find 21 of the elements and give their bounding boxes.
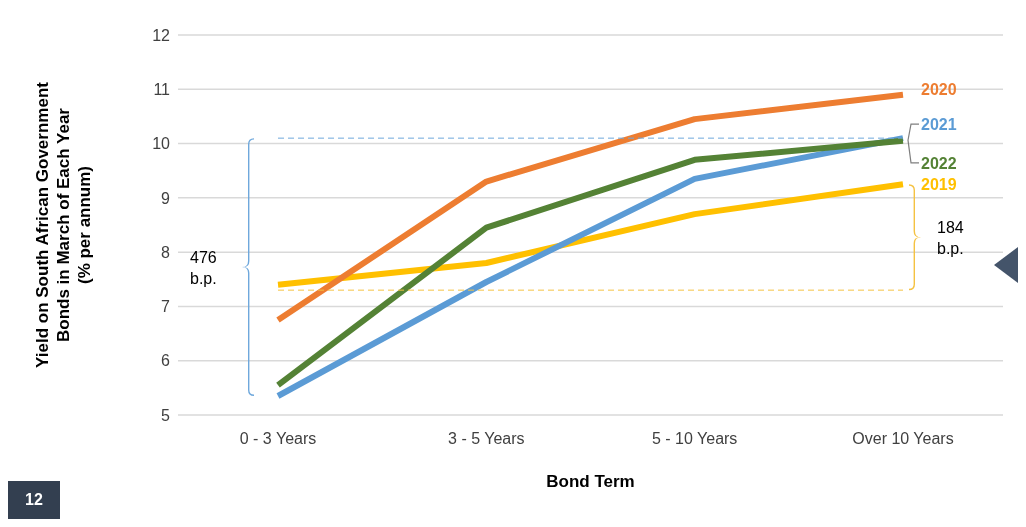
y-tick-label: 10 [152,135,171,153]
x-tick-label: 3 - 5 Years [448,430,525,448]
x-axis-title: Bond Term [546,472,635,491]
y-tick-label: 9 [161,189,171,207]
y-tick-label: 7 [161,298,171,316]
series-label: 2021 [921,116,957,134]
y-tick-label: 6 [161,352,171,370]
series-label: 2019 [921,176,957,194]
y-axis-title: Yield on South African Government Bonds in March of Each Year (% per annum) [33,81,94,368]
y-tick-label: 11 [153,80,171,98]
y-tick-label: 5 [161,406,171,424]
series-label: 2020 [921,80,957,98]
annotation: 476 b.p. [190,249,217,288]
x-tick-label: Over 10 Years [852,430,954,448]
text: 12 [8,481,60,519]
x-tick-label: 5 - 10 Years [651,430,738,448]
x-tick-label: 0 - 3 Years [239,430,317,448]
annotation: 184 b.p. [937,219,964,258]
y-tick-label: 8 [161,243,171,261]
series-label: 2022 [921,154,957,172]
y-tick-label: 12 [152,26,171,44]
